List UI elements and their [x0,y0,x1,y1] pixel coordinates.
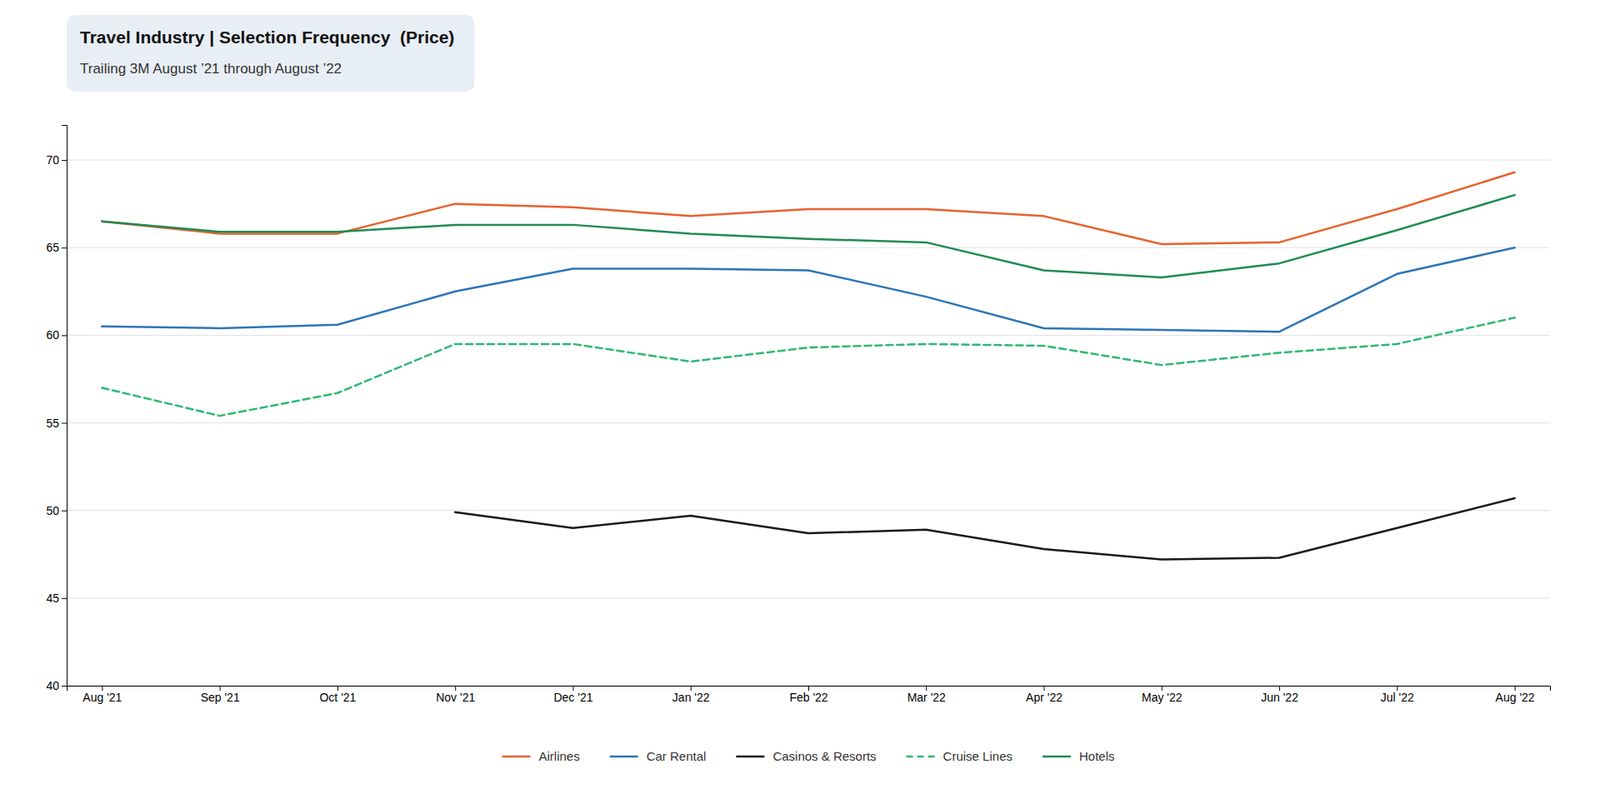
y-tick-label: 65 [45,240,60,255]
title-box: Travel Industry | Selection Frequency (P… [66,15,475,92]
y-tick: 40 [45,679,67,693]
series-line [101,317,1515,416]
legend-swatch [735,755,765,759]
x-tick-label: Jan '22 [672,690,710,705]
y-tick-label: 60 [45,328,60,342]
grid-line [66,160,1550,161]
legend-item: Casinos & Resorts [735,749,876,764]
y-tick: 70 [45,153,67,167]
grid-line [66,335,1550,336]
y-tick-mark [61,160,67,161]
y-tick-mark [61,335,67,336]
legend-label: Airlines [538,749,580,764]
grid-line [66,247,1550,249]
grid-line [66,422,1550,424]
legend-label: Car Rental [646,749,707,764]
series-line [101,247,1515,332]
series-line [101,172,1515,245]
subtitle: Trailing 3M August ’21 through August ’2… [80,60,342,77]
y-tick-mark [61,685,67,687]
y-tick-mark [61,598,67,600]
x-tick-label: Aug '22 [1495,690,1535,705]
legend-label: Hotels [1079,749,1115,764]
legend-swatch [610,755,639,759]
x-tick: Feb '22 [789,685,828,705]
y-tick: 45 [45,591,67,605]
y-axis-line [61,125,68,687]
y-tick-mark [61,247,67,249]
x-tick: Aug '22 [1495,685,1535,705]
x-tick-label: Mar '22 [907,690,946,705]
x-axis: Aug '21 Sep '21 Oct '21 Nov '21 Dec '21 Jan '… [67,685,1551,705]
legend-item: Cruise Lines [906,749,1013,764]
x-tick-label: Jun '22 [1260,690,1299,705]
grid-line [66,510,1550,511]
y-axis: 40 45 50 55 60 65 70 [45,125,67,693]
series-line [455,498,1515,560]
grid [66,160,1550,686]
x-tick-label: Dec '21 [553,690,593,705]
x-tick: Oct '21 [319,685,356,705]
y-tick-label: 50 [45,504,60,518]
y-tick-label: 70 [45,153,60,167]
x-tick-label: Jul '22 [1380,690,1415,705]
x-tick: Nov '21 [435,685,475,705]
title: Travel Industry | Selection Frequency (P… [80,27,455,47]
x-tick-label: Apr '22 [1025,690,1063,705]
legend-swatch [906,755,935,759]
x-tick: Jan '22 [672,685,710,705]
x-tick: Jun '22 [1260,685,1299,705]
y-tick-label: 45 [45,591,60,605]
legend-label: Cruise Lines [943,749,1013,764]
y-tick-label: 40 [45,679,60,693]
legend-item: Hotels [1042,749,1115,764]
title-box-background [66,15,475,92]
x-tick-label: Sep '21 [200,690,240,705]
legend: Airlines Car Rental Casinos & Resorts Cruis… [501,749,1115,764]
x-tick-label: Feb '22 [789,690,828,705]
legend-item: Car Rental [610,749,707,764]
series-line [101,195,1515,278]
x-tick: Jul '22 [1380,685,1415,705]
legend-swatch [1042,755,1071,759]
y-tick: 60 [45,328,67,342]
x-tick: Apr '22 [1025,685,1063,705]
x-tick-label: Oct '21 [319,690,356,705]
x-tick: Dec '21 [553,685,593,705]
y-tick: 55 [45,416,67,430]
y-tick-mark [61,510,67,512]
y-tick-label: 55 [45,416,60,430]
x-tick: Aug '21 [82,685,122,705]
y-tick-mark [61,423,67,425]
grid-line [66,597,1550,599]
x-tick-label: May '22 [1141,690,1183,705]
y-tick: 50 [45,504,67,518]
legend-swatch [501,755,530,759]
x-tick: May '22 [1141,685,1183,705]
y-tick: 65 [45,240,67,255]
x-tick: Sep '21 [200,685,240,705]
chart-svg: Travel Industry | Selection Frequency (P… [0,0,1600,794]
x-tick: Mar '22 [907,685,946,705]
x-tick-label: Aug '21 [82,690,122,705]
legend-label: Casinos & Resorts [772,749,876,764]
lines [101,172,1515,560]
x-tick-label: Nov '21 [435,690,475,705]
legend-item: Airlines [501,749,580,764]
